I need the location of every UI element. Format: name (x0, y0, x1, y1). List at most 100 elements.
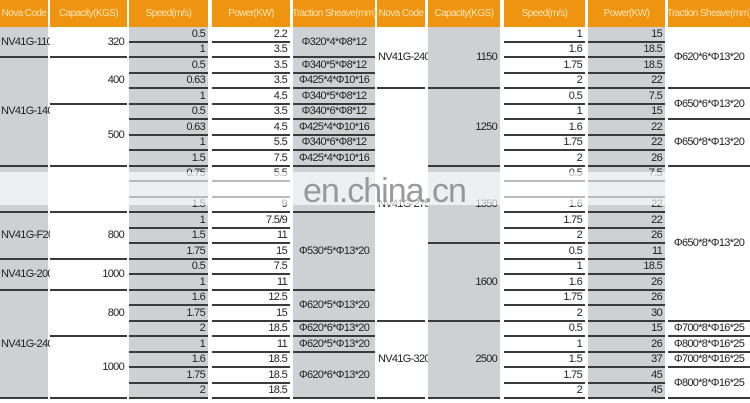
power-cell: 37 (588, 352, 665, 368)
power-cell: 4.5 (212, 89, 290, 105)
traction-sheave-cell: Φ700*8*Φ16*25 (668, 321, 750, 337)
power-cell: 3.5 (212, 42, 290, 58)
speed-cell: 0.5 (504, 244, 585, 260)
speed-cell: 1 (129, 275, 208, 291)
speed-cell: 1.5 (129, 228, 208, 244)
power-cell: 26 (588, 290, 665, 306)
power-cell: 45 (588, 368, 665, 384)
speed-cell: 0.63 (129, 120, 208, 136)
power-cell: 11 (212, 275, 290, 291)
traction-sheave-cell: Φ700*8*Φ16*25 (668, 352, 750, 368)
traction-sheave-cell: Φ425*4*Φ10*16 (293, 73, 375, 89)
traction-sheave-cell: Φ620*5*Φ13*20 (293, 290, 375, 322)
traction-sheave-cell: Φ340*6*Φ8*12 (293, 104, 375, 120)
power-cell: 7.5/9 (212, 213, 290, 229)
capacity-cell: 2500 (428, 321, 500, 399)
header-traction-sheave: Traction Sheave(mm) (292, 0, 377, 27)
power-cell: 12.5 (212, 290, 290, 306)
power-cell: 18.5 (588, 42, 665, 58)
power-cell: 45 (588, 383, 665, 399)
capacity-cell: 1000 (50, 337, 127, 399)
traction-sheave-cell: Φ425*4*Φ10*16 (293, 120, 375, 136)
speed-cell: 0.5 (504, 89, 585, 105)
traction-sheave-cell: Φ650*8*Φ13*20 (668, 120, 750, 167)
nova-code-cell: NV41G-320 (377, 321, 430, 399)
traction-sheave-cell: Φ340*5*Φ8*12 (293, 89, 375, 105)
power-cell: 15 (212, 244, 290, 260)
nova-code-cell: NV41G-F200 (0, 213, 60, 260)
speed-cell: 0.5 (504, 321, 585, 337)
speed-cell: 1 (129, 213, 208, 229)
speed-cell: 1.75 (129, 368, 208, 384)
power-cell: 18.5 (212, 383, 290, 399)
speed-cell: 2 (129, 321, 208, 337)
power-cell: 18.5 (212, 368, 290, 384)
traction-sheave-cell: Φ425*4*Φ10*16 (293, 151, 375, 167)
traction-sheave-cell: Φ650*6*Φ13*20 (668, 89, 750, 120)
capacity-cell: 500 (50, 104, 127, 167)
traction-sheave-cell: Φ620*5*Φ13*20 (293, 337, 375, 353)
speed-cell: 0.5 (129, 259, 208, 275)
speed-cell: 2 (504, 73, 585, 89)
nova-code-cell: NV41G-240B (377, 27, 437, 89)
power-cell: 26 (588, 228, 665, 244)
speed-cell: 1.6 (129, 290, 208, 306)
capacity-cell: 1600 (428, 244, 500, 322)
traction-sheave-cell: Φ320*4*Φ8*12 (293, 27, 375, 58)
speed-cell: 1 (129, 42, 208, 58)
speed-cell: 1 (129, 337, 208, 353)
header-capacity: Capacity(KGS) (428, 0, 500, 27)
power-cell: 11 (212, 337, 290, 353)
power-cell: 4.5 (212, 120, 290, 136)
power-cell: 18.5 (212, 352, 290, 368)
header-power: Power(KW) (212, 0, 290, 27)
speed-cell: 0.5 (129, 58, 208, 74)
speed-cell: 0.5 (129, 104, 208, 120)
speed-cell: 2 (504, 228, 585, 244)
power-cell: 26 (588, 275, 665, 291)
header-speed: Speed(m/s) (504, 0, 585, 27)
traction-sheave-cell: Φ340*5*Φ8*12 (293, 58, 375, 74)
traction-sheave-cell: Φ800*8*Φ16*25 (668, 368, 750, 399)
speed-cell: 0.63 (129, 73, 208, 89)
power-cell: 18.5 (588, 58, 665, 74)
speed-cell: 1.75 (504, 58, 585, 74)
capacity-cell: 1150 (428, 27, 500, 89)
power-cell: 30 (588, 306, 665, 322)
header-traction-sheave: Traction Sheave(mm) (667, 0, 750, 27)
speed-cell: 1 (504, 104, 585, 120)
power-cell: 15 (588, 104, 665, 120)
speed-cell: 0.5 (129, 27, 208, 43)
power-cell: 7.5 (588, 89, 665, 105)
speed-cell: 1.5 (504, 352, 585, 368)
power-cell: 26 (588, 337, 665, 353)
traction-sheave-cell: Φ620*6*Φ13*20 (293, 321, 375, 337)
power-cell: 3.5 (212, 104, 290, 120)
capacity-cell: 320 (50, 27, 127, 58)
power-cell: 22 (588, 73, 665, 89)
speed-cell: 2 (129, 383, 208, 399)
speed-cell: 2 (504, 306, 585, 322)
traction-sheave-cell: Φ800*8*Φ16*25 (668, 337, 750, 353)
watermark-band (0, 172, 750, 205)
speed-cell: 1 (504, 259, 585, 275)
speed-cell: 1.75 (129, 306, 208, 322)
speed-cell: 1.5 (129, 151, 208, 167)
power-cell: 15 (588, 27, 665, 43)
speed-cell: 1.75 (129, 244, 208, 260)
traction-sheave-cell: Φ340*6*Φ8*12 (293, 135, 375, 151)
nova-code-cell: NV41G-240B (0, 290, 60, 399)
power-cell: 15 (212, 306, 290, 322)
nova-code-cell: NV41G-200 (0, 259, 53, 291)
spec-table-left: Nova Code Capacity(KGS) Speed(m/s) Power(KW… (0, 0, 377, 399)
speed-cell: 1 (504, 27, 585, 43)
nova-code-cell: NV41G-110 (0, 27, 53, 58)
speed-cell: 2 (504, 151, 585, 167)
speed-cell: 1.75 (504, 213, 585, 229)
traction-sheave-cell: Φ620*6*Φ13*20 (293, 352, 375, 399)
speed-cell: 1.75 (504, 290, 585, 306)
power-cell: 3.5 (212, 73, 290, 89)
speed-cell: 1 (129, 135, 208, 151)
capacity-cell: 400 (50, 58, 127, 105)
header-nova-code: Nova Code (377, 0, 425, 27)
